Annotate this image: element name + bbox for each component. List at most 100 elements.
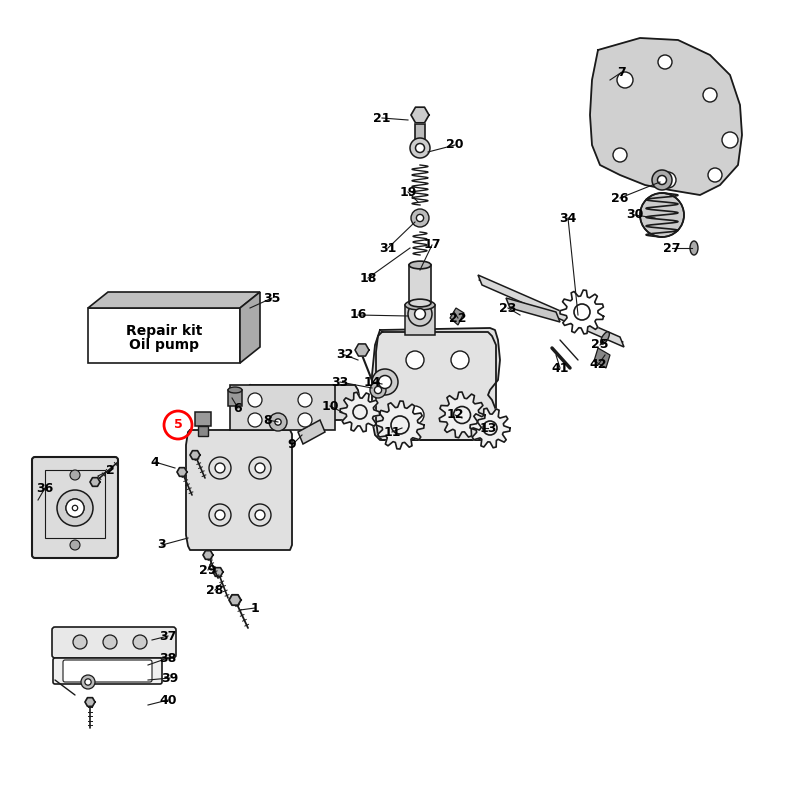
Circle shape [416,214,424,222]
Text: 7: 7 [618,66,626,78]
Text: 31: 31 [379,242,397,254]
Text: 42: 42 [590,358,606,371]
Polygon shape [411,107,429,122]
Text: Repair kit: Repair kit [126,323,202,338]
Text: Oil pump: Oil pump [129,338,199,353]
Circle shape [483,421,497,435]
Text: 6: 6 [234,402,242,414]
Polygon shape [298,420,325,444]
Circle shape [658,55,672,69]
Text: 9: 9 [288,438,296,451]
Circle shape [391,416,409,434]
Polygon shape [240,292,260,363]
Text: 40: 40 [159,694,177,706]
Text: 17: 17 [423,238,441,251]
Polygon shape [186,430,292,550]
Circle shape [215,463,225,473]
Circle shape [215,510,225,520]
Circle shape [378,375,391,389]
Text: 3: 3 [158,538,166,551]
Circle shape [66,499,84,517]
Circle shape [658,175,666,185]
Circle shape [406,351,424,369]
Text: 41: 41 [551,362,569,374]
Polygon shape [88,308,240,363]
Text: 2: 2 [106,463,114,477]
Circle shape [454,406,470,423]
Text: 33: 33 [331,375,349,389]
Polygon shape [478,275,624,347]
FancyBboxPatch shape [32,457,118,558]
Polygon shape [213,568,223,576]
Text: 14: 14 [363,375,381,389]
Text: 25: 25 [591,338,609,351]
Circle shape [255,510,265,520]
Circle shape [85,679,91,685]
Circle shape [249,457,271,479]
Text: 13: 13 [479,422,497,434]
Polygon shape [470,408,510,448]
Text: 36: 36 [36,482,54,494]
Circle shape [414,309,426,319]
Circle shape [353,405,367,419]
Polygon shape [229,595,241,605]
Polygon shape [177,468,187,476]
Circle shape [209,504,231,526]
Polygon shape [355,344,369,356]
Text: 30: 30 [626,209,644,222]
Text: 18: 18 [359,271,377,285]
Circle shape [406,406,424,424]
Circle shape [72,506,78,510]
Bar [195,412,211,426]
Circle shape [722,132,738,148]
FancyBboxPatch shape [63,660,152,682]
Circle shape [298,393,312,407]
Text: 5: 5 [174,418,182,431]
Circle shape [617,72,633,88]
Bar [45,470,105,538]
Polygon shape [376,332,496,440]
Circle shape [411,209,429,227]
Text: 19: 19 [399,186,417,198]
Ellipse shape [601,332,610,344]
Circle shape [372,369,398,395]
Text: 23: 23 [499,302,517,314]
Circle shape [209,457,231,479]
Text: 20: 20 [446,138,464,151]
FancyBboxPatch shape [53,658,162,684]
Polygon shape [560,290,603,334]
Circle shape [652,170,672,190]
Polygon shape [372,328,500,440]
Polygon shape [590,38,742,195]
Bar [230,385,335,430]
Text: 4: 4 [150,455,159,469]
Polygon shape [90,478,100,486]
Polygon shape [439,392,485,438]
Circle shape [660,172,676,188]
Circle shape [81,675,95,689]
Bar [198,426,208,436]
Bar [228,390,242,406]
Circle shape [70,540,80,550]
Polygon shape [376,401,424,449]
Circle shape [103,635,117,649]
Text: 34: 34 [559,211,577,225]
Circle shape [70,470,80,480]
Circle shape [451,406,469,424]
Text: 21: 21 [374,111,390,125]
Text: 16: 16 [350,309,366,322]
Circle shape [133,635,147,649]
Polygon shape [88,292,260,308]
Circle shape [249,504,271,526]
Circle shape [248,393,262,407]
Circle shape [415,143,425,153]
Polygon shape [203,550,213,559]
Text: 26: 26 [611,191,629,205]
Text: 29: 29 [199,563,217,577]
Circle shape [574,304,590,320]
Text: 28: 28 [206,583,224,597]
Ellipse shape [405,300,435,310]
Polygon shape [244,385,360,420]
Polygon shape [85,698,95,706]
Circle shape [640,193,684,237]
